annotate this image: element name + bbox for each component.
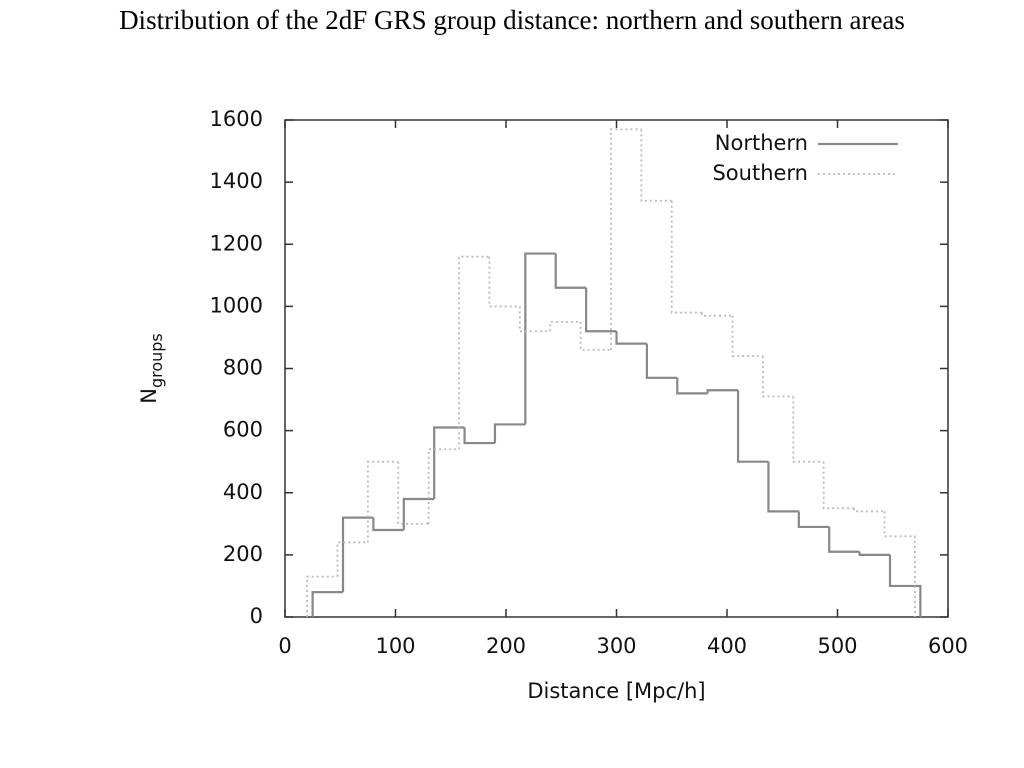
histogram-step — [372, 517, 404, 532]
histogram-step — [402, 497, 435, 531]
histogram-step — [676, 377, 708, 395]
histogram-step — [306, 575, 338, 617]
histogram-step — [463, 427, 495, 445]
histogram-step — [488, 256, 520, 308]
histogram-step — [701, 312, 733, 317]
x-axis-label: Distance [Mpc/h] — [527, 679, 705, 703]
histogram-step — [554, 253, 587, 289]
legend-label: Northern — [715, 131, 808, 155]
y-tick-label: 600 — [223, 418, 263, 442]
histogram-step — [767, 461, 799, 513]
chart-title: Distribution of the 2dF GRS group distan… — [119, 5, 905, 35]
histogram-step — [645, 343, 678, 379]
histogram-step — [792, 396, 824, 463]
histogram-step — [549, 321, 581, 332]
y-axis-label-main: N — [137, 388, 161, 404]
histogram-step — [433, 426, 465, 499]
histogram-step — [458, 255, 490, 450]
x-tick-label: 400 — [707, 634, 747, 658]
histogram-step — [822, 461, 855, 510]
histogram-step — [518, 306, 551, 333]
y-tick-label: 400 — [223, 480, 263, 504]
histogram-step — [336, 541, 368, 577]
histogram-step — [397, 461, 429, 525]
histogram-step — [366, 460, 399, 543]
histogram-step — [670, 200, 703, 314]
y-tick-label: 0 — [250, 604, 263, 628]
y-tick-label: 800 — [223, 356, 263, 380]
histogram-step — [524, 252, 556, 425]
legend-label: Southern — [712, 161, 808, 185]
x-tick-label: 600 — [928, 634, 968, 658]
histogram-step — [762, 356, 794, 398]
x-tick-label: 0 — [278, 634, 291, 658]
histogram-step — [493, 423, 526, 444]
y-tick-label: 1600 — [210, 107, 263, 131]
histogram-step — [640, 129, 672, 202]
y-tick-label: 1000 — [210, 293, 263, 317]
histogram-step — [731, 315, 763, 357]
histogram-step — [311, 591, 344, 617]
y-axis-label: Ngroups — [137, 333, 166, 404]
y-axis-label-sub: groups — [147, 333, 166, 388]
x-tick-label: 500 — [817, 634, 857, 658]
histogram-step — [828, 526, 860, 553]
x-tick-label: 300 — [596, 634, 636, 658]
plot-frame — [284, 119, 949, 618]
histogram-step — [888, 554, 922, 617]
histogram-step — [706, 389, 739, 394]
histogram-step — [341, 516, 374, 593]
histogram-step — [736, 390, 769, 463]
histogram-step — [797, 511, 830, 529]
histogram-step — [853, 508, 885, 513]
x-tick-label: 100 — [375, 634, 415, 658]
histogram-step — [585, 287, 617, 333]
y-tick-label: 1200 — [210, 231, 263, 255]
y-tick-label: 1400 — [210, 169, 263, 193]
y-tick-label: 200 — [223, 542, 263, 566]
histogram-step — [883, 511, 916, 617]
histogram-step — [615, 331, 647, 345]
x-tick-label: 200 — [486, 634, 526, 658]
histogram-step — [858, 551, 890, 556]
histogram-step — [610, 128, 642, 350]
